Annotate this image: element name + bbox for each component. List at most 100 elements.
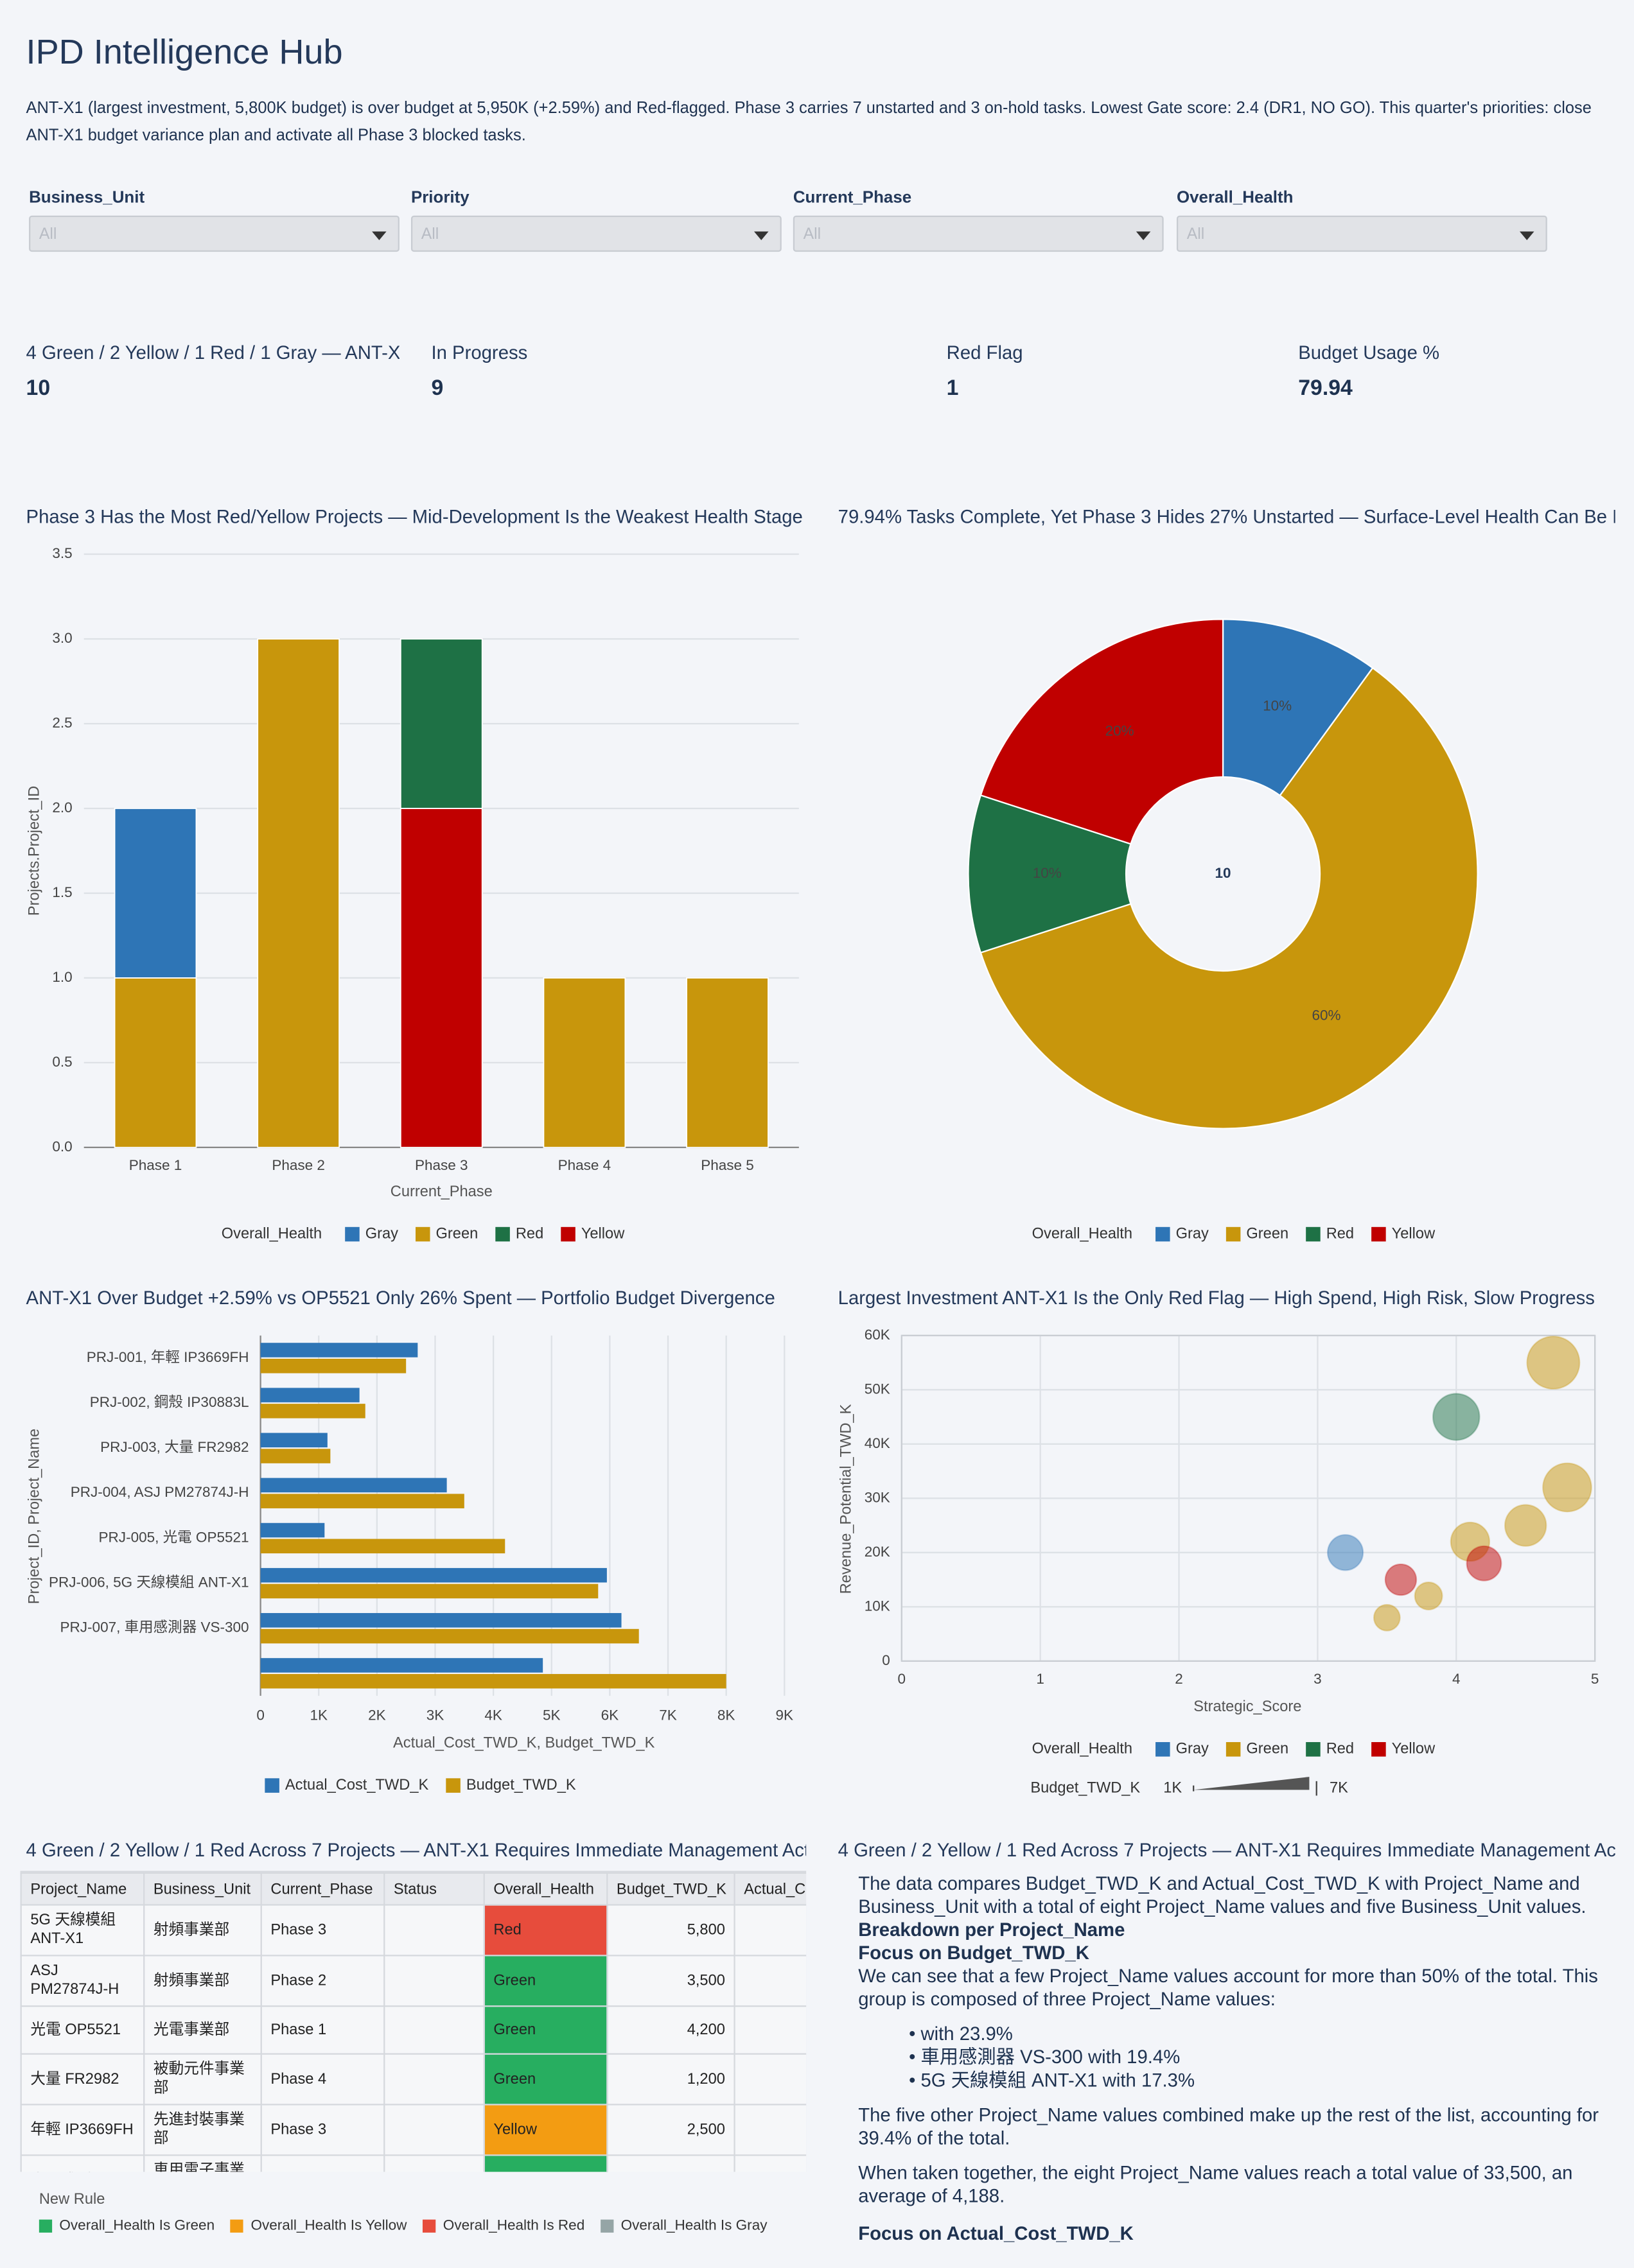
rule-swatch [39, 2219, 53, 2233]
rule-label: Overall_Health Is Red [443, 2218, 585, 2235]
legend-swatch [1371, 1226, 1386, 1242]
table-cell: Yellow [483, 2104, 608, 2156]
filter-value: All [1186, 225, 1205, 243]
table-cell: 年輕 IP3669FH [20, 2104, 145, 2156]
donut-slice [967, 794, 1132, 954]
legend-label: Green [1246, 1225, 1288, 1242]
data-table: Project_Name Business_Unit Current_Phase St… [20, 1872, 807, 2172]
chart-title: ANT-X1 Over Budget +2.59% vs OP5521 Only… [26, 1287, 775, 1309]
legend-swatch [416, 1226, 430, 1242]
kpi-label: 4 Green / 2 Yellow / 1 Red / 1 Gray — AN… [26, 341, 400, 363]
dropdown-arrow [1519, 231, 1534, 241]
y-tick-label: 60K [865, 1327, 890, 1343]
legend-label: Red [516, 1225, 543, 1242]
slice-label: 60% [1312, 1007, 1340, 1023]
legend-label: Yellow [1392, 1225, 1436, 1242]
table-cell [383, 1955, 485, 2007]
y-tick-label: 1.5 [52, 884, 72, 900]
center-label: 10 [1215, 865, 1231, 881]
y-axis-title: Revenue_Potential_TWD_K [838, 1404, 854, 1594]
chart-title: Phase 3 Has the Most Red/Yellow Projects… [26, 506, 803, 527]
legend-swatch [1155, 1226, 1170, 1242]
donut-slice [980, 667, 1479, 1130]
chart-title: Largest Investment ANT-X1 Is the Only Re… [838, 1287, 1595, 1309]
x-tick-label: 8K [717, 1707, 735, 1723]
table-cell [734, 2005, 807, 2055]
table-container: Project_Name Business_Unit Current_Phase St… [20, 1871, 807, 2172]
table-cell: 先進封裝事業部 [143, 2104, 262, 2156]
y-tick-label: 3.5 [52, 545, 72, 561]
x-tick-label: 2 [1175, 1671, 1183, 1687]
y-tick-label: 0.5 [52, 1054, 72, 1070]
narrative-bullet: with 23.9% [909, 2023, 1599, 2046]
y-tick-label: PRJ-003, 大量 FR2982 [100, 1439, 249, 1455]
dropdown-arrow [372, 231, 387, 241]
table-cell: Phase 1 [260, 2005, 385, 2055]
table-row: 車用感測器車用電子事業部Phase 5 Green6,500 [20, 2154, 807, 2172]
legend-swatch [345, 1226, 360, 1242]
rule-swatch [601, 2219, 614, 2233]
filter-dropdown[interactable]: All [410, 215, 782, 252]
bar [260, 1539, 505, 1554]
y-tick-label: 10K [865, 1598, 890, 1614]
bar [260, 1567, 607, 1583]
x-tick-label: 5K [543, 1707, 561, 1723]
narrative-text: When taken together, the eight Project_N… [858, 2161, 1573, 2207]
table-row: 5G 天線模組 ANT-X1 射頻事業部 Phase 3 Red 5,800 [20, 1904, 807, 1957]
x-tick-label: Phase 3 [415, 1157, 468, 1173]
table-cell: 射頻事業部 [143, 1904, 262, 1957]
rule-label: Overall_Health Is Gray [620, 2218, 768, 2235]
bar [114, 977, 197, 1148]
table-cell: 車用感測器 [20, 2154, 145, 2172]
x-tick-label: 0 [898, 1671, 906, 1687]
filter-value: All [39, 225, 57, 243]
table-cell: 5,800 [606, 1904, 735, 1957]
table-cell: Phase 3 [260, 1904, 385, 1957]
table-cell [734, 2154, 807, 2172]
slice-label: 10% [1033, 865, 1062, 881]
column-header: Status [383, 1872, 485, 1906]
y-tick-label: 0.0 [52, 1138, 72, 1155]
filter-dropdown[interactable]: All [793, 215, 1164, 252]
x-tick-label: 1 [1036, 1671, 1044, 1687]
narrative-list: with 23.9% 車用感測器 VS-300 with 19.4% 5G 天線… [858, 2023, 1599, 2092]
bubble [1373, 1603, 1401, 1632]
table-cell: 大量 FR2982 [20, 2053, 145, 2106]
filter-dropdown[interactable]: All [29, 215, 400, 252]
legend-swatch [1226, 1741, 1241, 1757]
table-cell: 4,200 [606, 2005, 735, 2055]
bar [260, 1404, 365, 1418]
table-cell: 6,500 [606, 2154, 735, 2172]
table-cell [734, 2104, 807, 2156]
legend-swatch [1155, 1741, 1170, 1757]
column-header: Actual_Cost_TWD_K [734, 1872, 807, 1906]
table-cell [383, 2005, 485, 2055]
kpi-label: Budget Usage % [1298, 341, 1440, 363]
filter-value: All [421, 225, 439, 243]
bubble [1504, 1504, 1547, 1547]
x-tick-label: 1K [310, 1707, 328, 1723]
bar [260, 1628, 639, 1644]
legend-title: Overall_Health [222, 1225, 322, 1242]
table-cell: Green [483, 2154, 608, 2172]
narrative-text: We can see that a few Project_Name value… [858, 1965, 1598, 2010]
x-axis-title: Actual_Cost_TWD_K, Budget_TWD_K [393, 1735, 655, 1752]
filter-label: Priority [410, 189, 470, 207]
rule-legend: New Rule Overall_Health Is Green Overall_H… [39, 2191, 783, 2237]
dropdown-arrow [1136, 231, 1151, 241]
rule-swatch [230, 2219, 244, 2233]
plot-frame [900, 1334, 1596, 1662]
column-header: Project_Name [20, 1872, 145, 1906]
bar [260, 1583, 599, 1599]
legend-swatch [265, 1778, 279, 1793]
table-cell: 1,200 [606, 2053, 735, 2106]
narrative-heading: Breakdown per Project_Name [858, 1918, 1125, 1941]
bar [260, 1433, 328, 1448]
dropdown-arrow [753, 231, 769, 241]
size-legend-label: 7K [1330, 1779, 1348, 1796]
rule-label: Overall_Health Is Yellow [250, 2218, 407, 2235]
filter-dropdown[interactable]: All [1176, 215, 1547, 252]
y-tick-label: 0 [882, 1652, 890, 1668]
y-axis-title: Project_ID, Project_Name [26, 1429, 42, 1604]
